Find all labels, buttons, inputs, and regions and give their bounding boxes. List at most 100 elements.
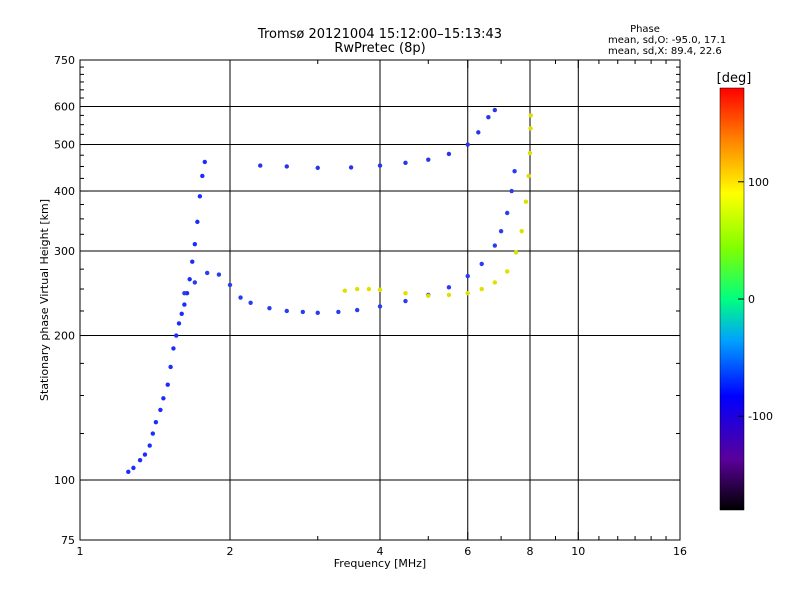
echo-point bbox=[258, 163, 263, 168]
echo-point bbox=[267, 306, 272, 311]
echo-point bbox=[492, 243, 498, 248]
echo-point bbox=[519, 228, 524, 234]
echo-point bbox=[200, 173, 205, 179]
echo-point bbox=[526, 173, 531, 179]
echo-point bbox=[446, 292, 452, 298]
echo-point bbox=[227, 282, 233, 288]
echo-point bbox=[168, 364, 173, 370]
echo-point bbox=[476, 130, 481, 135]
echo-point bbox=[354, 307, 360, 313]
echo-point bbox=[150, 431, 156, 436]
echo-point bbox=[465, 273, 470, 279]
echo-point bbox=[171, 346, 176, 351]
echo-point bbox=[528, 113, 534, 118]
echo-point bbox=[182, 302, 187, 307]
y-tick-label: 200 bbox=[54, 330, 75, 343]
echo-point bbox=[204, 270, 210, 276]
echo-point bbox=[284, 308, 289, 314]
y-tick-label: 75 bbox=[61, 534, 75, 547]
echo-point bbox=[465, 291, 470, 296]
echo-point bbox=[336, 309, 341, 315]
echo-point bbox=[342, 288, 348, 293]
echo-point bbox=[187, 277, 192, 282]
echo-point bbox=[446, 151, 452, 157]
chart-title: Tromsø 20121004 15:12:00–15:13:43 bbox=[257, 27, 502, 42]
chart-subtitle: RwPretec (8p) bbox=[334, 41, 425, 56]
echo-point bbox=[504, 210, 510, 216]
grid-lines bbox=[80, 60, 680, 540]
echo-point bbox=[182, 291, 187, 296]
x-tick-label: 6 bbox=[464, 545, 471, 558]
echo-point bbox=[190, 259, 195, 264]
colorbar-tick-label: -100 bbox=[748, 410, 773, 423]
echo-trace-4 bbox=[258, 107, 498, 171]
echo-point bbox=[403, 291, 408, 296]
echo-point bbox=[498, 228, 504, 234]
x-tick-label: 10 bbox=[571, 545, 585, 558]
echo-point bbox=[126, 469, 131, 475]
echo-point bbox=[153, 419, 159, 425]
echo-point bbox=[147, 443, 152, 448]
phase-stats-heading: Phase bbox=[630, 24, 660, 35]
echo-point bbox=[492, 280, 498, 285]
echo-point bbox=[195, 219, 200, 225]
y-tick-label: 750 bbox=[54, 54, 75, 67]
x-tick-label: 1 bbox=[77, 545, 84, 558]
echo-point bbox=[176, 321, 182, 326]
echo-point bbox=[137, 457, 143, 463]
colorbar-tick-label: 0 bbox=[748, 293, 755, 306]
echo-trace-3 bbox=[342, 113, 534, 298]
echo-point bbox=[528, 126, 533, 131]
phase-stats-x: mean, sd,X: 89.4, 22.6 bbox=[608, 46, 722, 57]
echo-point bbox=[403, 160, 408, 166]
y-tick-label: 300 bbox=[54, 245, 75, 258]
echo-point bbox=[192, 241, 198, 247]
y-tick-label: 400 bbox=[54, 185, 75, 198]
echo-point bbox=[202, 159, 207, 165]
echo-point bbox=[165, 382, 170, 387]
echo-point bbox=[377, 163, 383, 168]
echo-point bbox=[479, 286, 484, 292]
echo-point bbox=[479, 261, 484, 267]
echo-point bbox=[446, 285, 452, 290]
echo-point bbox=[354, 286, 360, 292]
echo-point bbox=[377, 304, 383, 309]
echo-point bbox=[216, 272, 222, 277]
x-tick-label: 2 bbox=[227, 545, 234, 558]
x-tick-label: 4 bbox=[377, 545, 384, 558]
echo-point bbox=[179, 311, 184, 316]
echo-point bbox=[527, 150, 533, 156]
echo-point bbox=[426, 293, 431, 298]
echo-point bbox=[142, 452, 148, 457]
echo-points bbox=[126, 107, 534, 475]
colorbar-unit-label: [deg] bbox=[717, 71, 752, 86]
echo-point bbox=[512, 168, 517, 174]
echo-point bbox=[131, 465, 136, 471]
echo-point bbox=[377, 287, 383, 293]
echo-point bbox=[300, 309, 306, 315]
y-tick-label: 500 bbox=[54, 139, 75, 152]
phase-stats-o: mean, sd,O: -95.0, 17.1 bbox=[608, 35, 726, 46]
echo-point bbox=[158, 407, 163, 413]
x-axis-label: Frequency [MHz] bbox=[334, 557, 426, 570]
y-tick-label: 600 bbox=[54, 101, 75, 114]
echo-trace-1 bbox=[126, 159, 207, 475]
echo-point bbox=[465, 142, 470, 147]
echo-point bbox=[284, 164, 289, 169]
echo-point bbox=[492, 107, 498, 113]
echo-point bbox=[315, 165, 320, 171]
echo-point bbox=[248, 300, 253, 306]
colorbar-ticks: 100 0 -100 bbox=[738, 176, 773, 423]
echo-point bbox=[366, 286, 372, 292]
x-tick-label: 8 bbox=[527, 545, 534, 558]
echo-point bbox=[348, 165, 354, 170]
echo-point bbox=[238, 295, 243, 300]
echo-point bbox=[523, 199, 529, 204]
echo-point bbox=[403, 298, 408, 304]
echo-point bbox=[161, 396, 166, 401]
y-axis-label: Stationary phase Virtual Height [km] bbox=[38, 199, 51, 401]
echo-point bbox=[509, 188, 514, 194]
echo-point bbox=[504, 269, 510, 274]
echo-point bbox=[315, 310, 320, 316]
